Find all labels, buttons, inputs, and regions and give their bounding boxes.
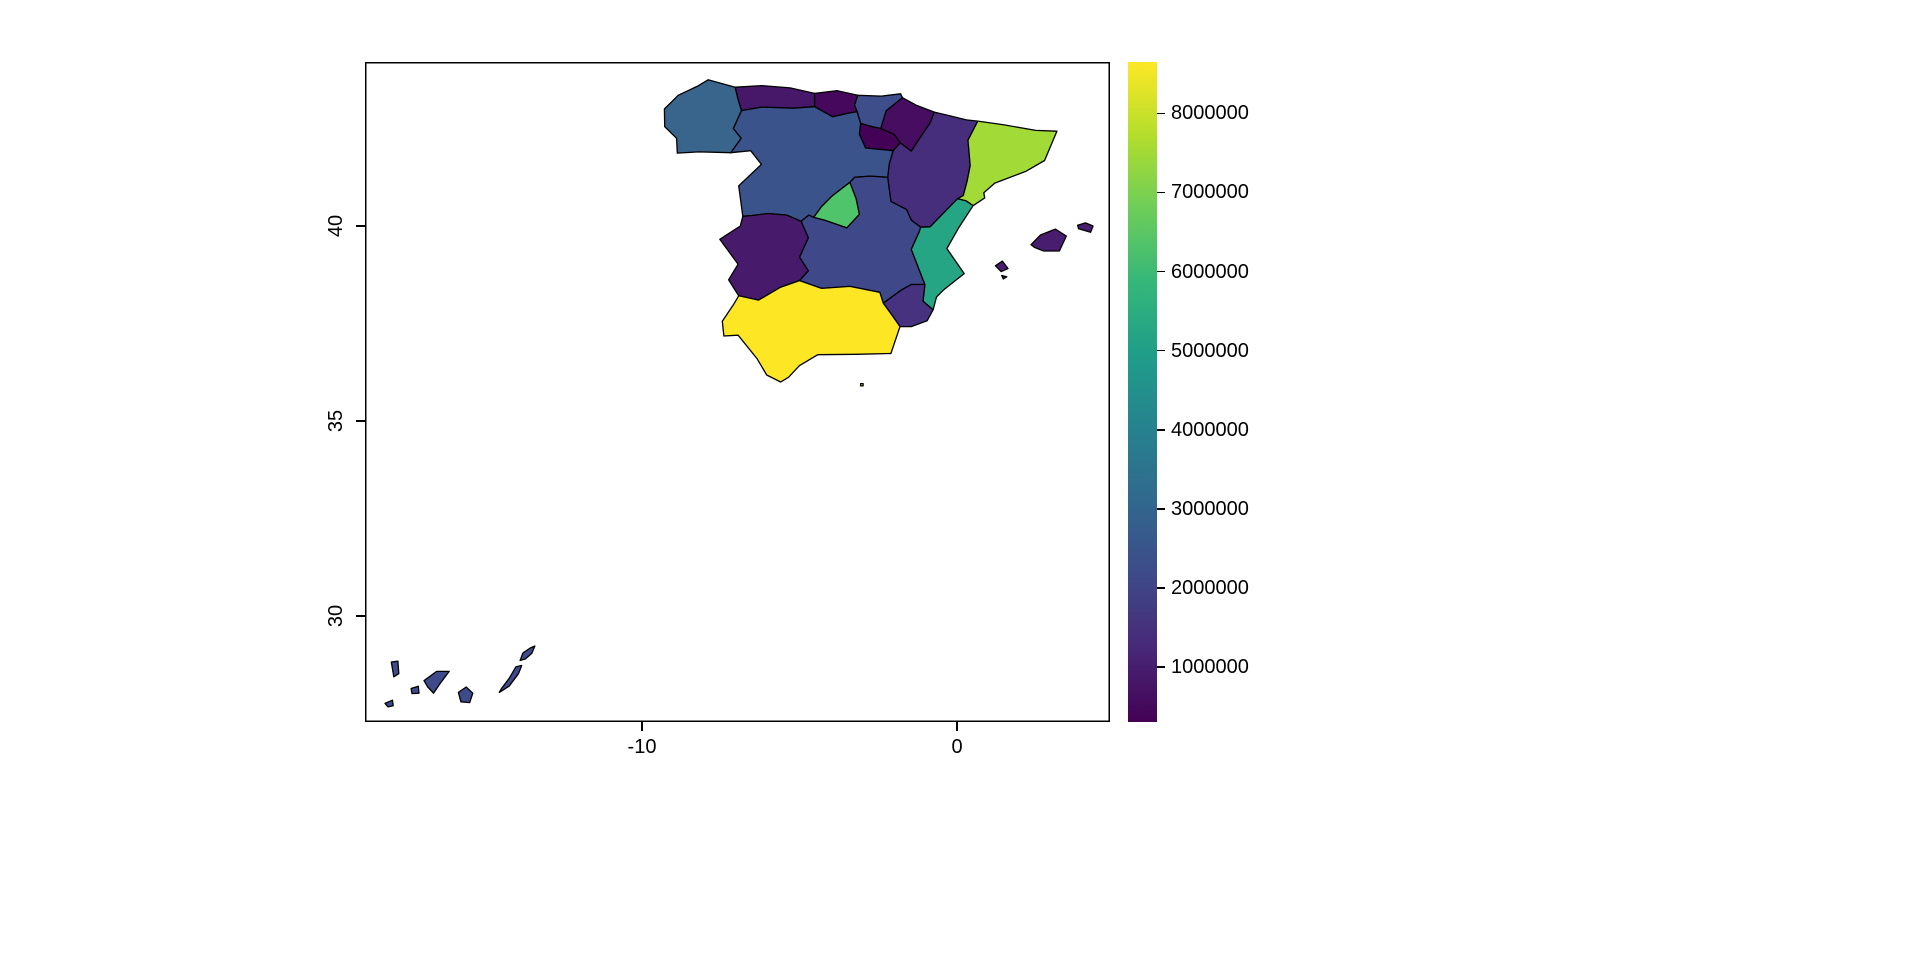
region-baleares — [1030, 228, 1067, 252]
legend-tick-label: 2000000 — [1171, 576, 1249, 599]
y-axis-tick — [356, 225, 365, 227]
legend-tick — [1157, 112, 1165, 115]
region-baleares — [1001, 274, 1008, 280]
region-andalucia — [721, 279, 901, 383]
legend-tick-label: 5000000 — [1171, 339, 1249, 362]
region-canarias — [423, 670, 450, 694]
x-axis-tick-label: -10 — [627, 736, 657, 758]
legend-tick — [1157, 508, 1165, 510]
region-asturias — [734, 84, 816, 112]
legend-tick-label: 4000000 — [1171, 418, 1249, 441]
region-canarias — [457, 686, 474, 704]
legend-tick — [1157, 587, 1165, 589]
region-andalucia — [859, 382, 864, 387]
region-canarias — [519, 645, 536, 662]
legend-tick — [1157, 191, 1165, 194]
region-baleares — [994, 260, 1009, 273]
y-axis-tick-label: 35 — [325, 409, 347, 433]
legend-tick-label: 7000000 — [1171, 181, 1249, 204]
legend-tick-label: 3000000 — [1171, 497, 1249, 520]
x-axis-tick — [956, 722, 958, 731]
region-canarias — [410, 685, 420, 695]
y-axis-tick — [356, 420, 365, 422]
plot-border — [365, 62, 1110, 722]
y-axis-tick-label: 30 — [325, 604, 347, 628]
legend-tick — [1157, 349, 1165, 352]
region-galicia — [663, 79, 743, 154]
region-baleares — [1076, 222, 1094, 233]
legend-tick-label: 8000000 — [1171, 102, 1249, 125]
spain-choropleth-map — [365, 62, 1110, 722]
y-axis-tick-label: 40 — [325, 214, 347, 238]
region-canarias — [384, 699, 394, 708]
legend-tick — [1157, 270, 1165, 273]
x-axis-tick-label: 0 — [951, 736, 963, 758]
y-axis-tick — [356, 615, 365, 617]
x-axis-tick — [641, 722, 643, 731]
region-cataluna — [956, 120, 1058, 207]
legend-tick-label: 1000000 — [1171, 656, 1249, 679]
region-canarias — [498, 664, 523, 694]
legend-colorbar — [1128, 62, 1157, 722]
legend-tick — [1157, 666, 1165, 668]
legend-tick-label: 6000000 — [1171, 260, 1249, 283]
legend-tick — [1157, 429, 1165, 431]
region-canarias — [390, 660, 400, 678]
